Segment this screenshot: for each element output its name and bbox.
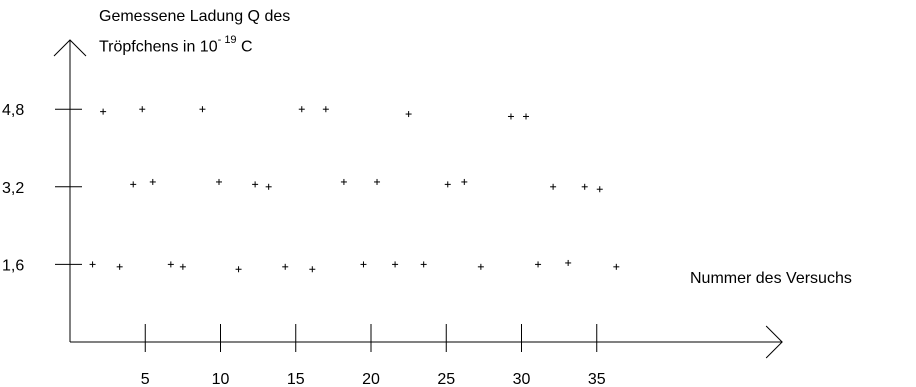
x-tick-label: 25 — [437, 371, 455, 387]
data-point — [523, 113, 530, 120]
data-point — [613, 263, 620, 270]
x-axis-arrow — [765, 325, 783, 359]
data-point — [149, 178, 156, 185]
y-tick-label: 1,6 — [2, 257, 24, 274]
data-point — [374, 178, 381, 185]
x-axis-label: Nummer des Versuchs — [690, 270, 852, 287]
data-point — [235, 266, 242, 273]
data-point — [265, 183, 272, 190]
data-point — [420, 261, 427, 268]
x-tick-label: 10 — [212, 371, 230, 387]
data-point — [167, 261, 174, 268]
data-point — [322, 106, 329, 113]
data-point — [477, 263, 484, 270]
data-point — [565, 259, 572, 266]
data-point — [252, 181, 259, 188]
data-points — [89, 106, 620, 273]
y-axis-arrow — [53, 39, 87, 57]
x-tick-label: 35 — [588, 371, 606, 387]
x-tick-label: 5 — [141, 371, 150, 387]
data-point — [596, 186, 603, 193]
data-point — [282, 263, 289, 270]
data-point — [89, 261, 96, 268]
data-point — [360, 261, 367, 268]
data-point — [179, 263, 186, 270]
y-tick-label: 3,2 — [2, 180, 24, 197]
x-tick-label: 30 — [513, 371, 531, 387]
data-point — [298, 106, 305, 113]
data-point — [116, 263, 123, 270]
y-axis-label-prefix: Tröpfchens in 10 — [99, 38, 218, 56]
y-axis-label-line-1: Gemessene Ladung Q des — [99, 8, 290, 26]
y-axis-label-line-2: Tröpfchens in 10- 19 C — [99, 34, 253, 56]
data-point — [461, 178, 468, 185]
y-tick-label: 4,8 — [2, 102, 24, 119]
y-axis-label-text-1: Gemessene Ladung Q des — [99, 8, 291, 25]
x-ticks: 5 10 15 20 25 30 35 — [141, 324, 606, 387]
data-point — [130, 181, 137, 188]
data-point — [309, 266, 316, 273]
data-point — [550, 183, 557, 190]
y-ticks: 1,6 3,2 4,8 — [2, 102, 82, 274]
data-point — [535, 261, 542, 268]
data-point — [100, 108, 107, 115]
data-point — [507, 113, 514, 120]
data-point — [215, 178, 222, 185]
data-point — [444, 181, 451, 188]
data-point — [392, 261, 399, 268]
y-axis-label-exponent: - 19 — [217, 34, 237, 46]
data-point — [340, 178, 347, 185]
data-point — [581, 183, 588, 190]
data-point — [139, 106, 146, 113]
x-tick-label: 15 — [287, 371, 305, 387]
data-point — [405, 111, 412, 118]
axes — [53, 39, 783, 359]
y-axis-label-unit: C — [241, 38, 253, 56]
x-tick-label: 20 — [362, 371, 380, 387]
data-point — [199, 106, 206, 113]
